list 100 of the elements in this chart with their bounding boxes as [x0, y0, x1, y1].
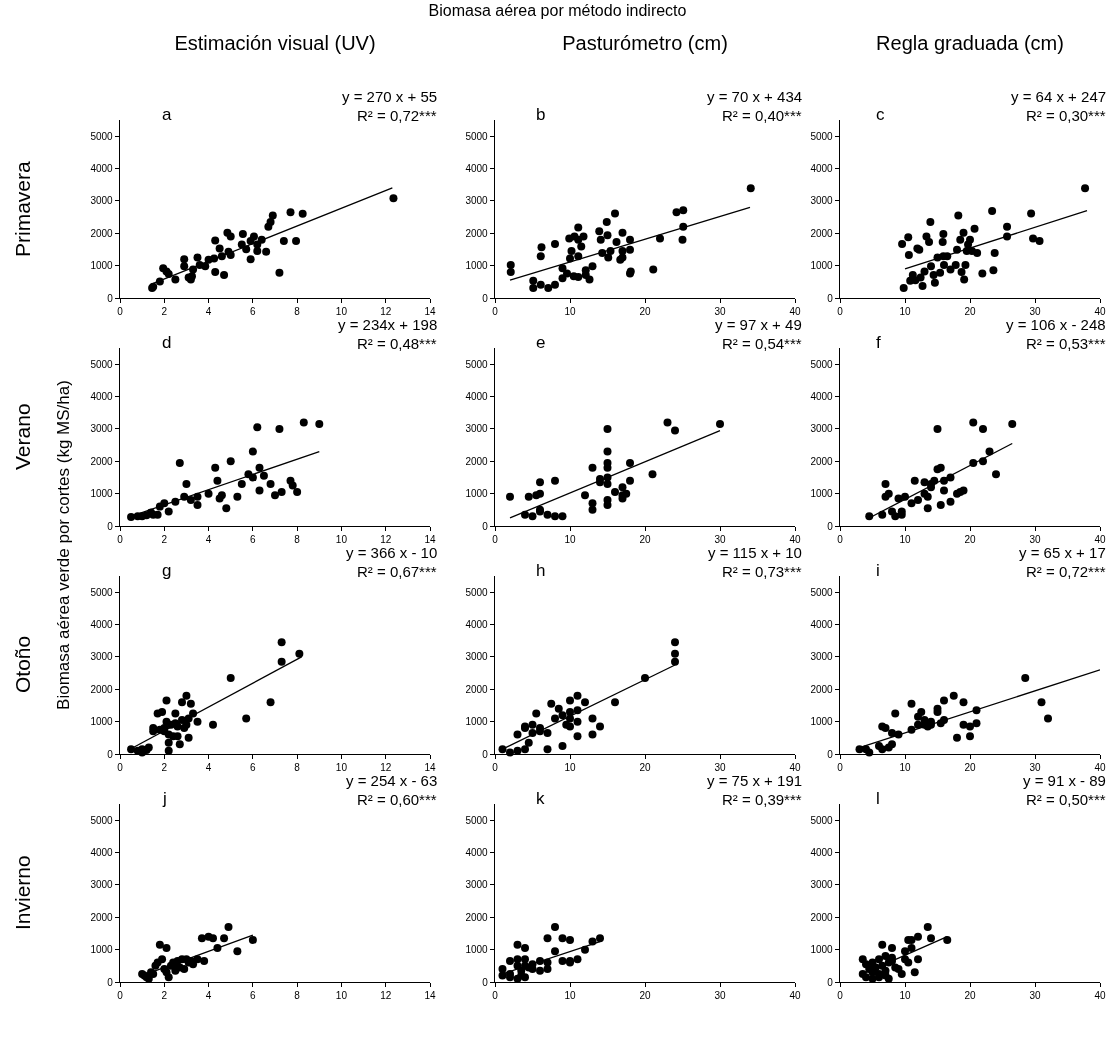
- x-tick-label: 8: [294, 990, 301, 1002]
- y-tick-label: 1000: [810, 716, 834, 728]
- y-axis-title: Invierno: [11, 855, 34, 930]
- y-tick-label: 4000: [465, 847, 489, 859]
- x-tick-label: 40: [789, 306, 801, 318]
- y-tick-label: 0: [107, 976, 114, 988]
- annotation: d: [162, 333, 172, 352]
- text: y = 91 x - 89: [1023, 772, 1106, 789]
- y-tick-label: 1000: [465, 488, 489, 500]
- annotation: R² = 0,50***: [1026, 791, 1106, 808]
- x-tick-label: 2: [161, 762, 168, 774]
- y-tick-label: 5000: [465, 130, 489, 142]
- y-tick-label: 2000: [810, 683, 834, 695]
- x-tick-label: 4: [205, 762, 212, 774]
- x-tick-label: 12: [380, 306, 392, 318]
- x-tick-label: 2: [161, 990, 168, 1002]
- y-tick-label: 0: [107, 292, 114, 304]
- y-tick-label: 0: [482, 292, 489, 304]
- x-tick-label: 40: [1094, 306, 1106, 318]
- annotation: R² = 0,72***: [357, 107, 437, 124]
- y-tick-label: 5000: [90, 586, 114, 598]
- annotation: R² = 0,67***: [357, 563, 437, 580]
- x-tick-label: 8: [294, 534, 301, 546]
- y-tick-label: 3000: [90, 195, 114, 207]
- x-tick-label: 20: [639, 762, 651, 774]
- y-tick-label: 5000: [810, 358, 834, 370]
- y-tick-label: 4000: [90, 619, 114, 631]
- x-tick-label: 10: [335, 990, 348, 1002]
- text: y = 106 x - 248: [1006, 316, 1106, 333]
- x-tick-label: 10: [335, 306, 348, 318]
- y-tick-label: 0: [827, 520, 834, 532]
- x-tick-label: 14: [424, 306, 436, 318]
- y-tick-label: 1000: [90, 716, 114, 728]
- annotation: R² = 0,54***: [722, 335, 802, 352]
- x-tick-label: 30: [714, 990, 726, 1002]
- x-tick-label: 10: [899, 762, 911, 774]
- y-tick-label: 3000: [90, 423, 114, 435]
- x-tick-label: 0: [117, 762, 124, 774]
- x-tick-label: 10: [564, 990, 576, 1002]
- y-tick-label: 0: [827, 292, 834, 304]
- x-tick-label: 8: [294, 762, 301, 774]
- y-tick-label: 4000: [465, 619, 489, 631]
- x-tick-label: 40: [789, 762, 801, 774]
- x-tick-label: 6: [250, 534, 257, 546]
- y-tick-label: 5000: [810, 814, 834, 826]
- x-tick-label: 40: [789, 990, 801, 1002]
- x-tick-label: 0: [837, 762, 844, 774]
- annotation: a: [162, 105, 172, 124]
- x-tick-label: 40: [1094, 762, 1106, 774]
- x-tick-label: 30: [714, 534, 726, 546]
- annotation: b: [536, 105, 546, 124]
- y-tick-label: 5000: [90, 814, 114, 826]
- y-tick-label: 5000: [90, 358, 114, 370]
- x-tick-label: 0: [837, 534, 844, 546]
- y-tick-label: 3000: [810, 651, 834, 663]
- text: y = 75 x + 191: [707, 772, 803, 789]
- y-tick-label: 3000: [465, 423, 489, 435]
- chart-title: Estimación visual (UV): [174, 32, 376, 54]
- x-tick-label: 30: [1029, 534, 1041, 546]
- annotation: R² = 0,60***: [357, 791, 437, 808]
- x-tick-label: 0: [492, 990, 499, 1002]
- text: y = 254 x - 63: [346, 772, 438, 789]
- text: y = 64 x + 247: [1011, 88, 1107, 105]
- y-tick-label: 4000: [810, 847, 834, 859]
- x-tick-label: 6: [250, 990, 257, 1002]
- x-tick-label: 4: [205, 306, 212, 318]
- y-tick-label: 5000: [465, 586, 489, 598]
- x-tick-label: 20: [639, 990, 651, 1002]
- text: Biomasa aérea verde por cortes (kg MS/ha): [54, 380, 74, 710]
- annotation: R² = 0,48***: [357, 335, 437, 352]
- x-tick-label: 12: [380, 534, 392, 546]
- y-tick-label: 0: [482, 976, 489, 988]
- annotation: g: [162, 561, 172, 580]
- y-tick-label: 2000: [810, 227, 834, 239]
- x-tick-label: 20: [964, 306, 976, 318]
- annotation: R² = 0,53***: [1026, 335, 1106, 352]
- x-tick-label: 10: [564, 306, 576, 318]
- chart-title: Regla graduada (cm): [876, 32, 1064, 54]
- y-tick-label: 1000: [810, 488, 834, 500]
- y-tick-label: 4000: [465, 163, 489, 175]
- annotation: j: [162, 789, 167, 808]
- annotation: R² = 0,73***: [722, 563, 802, 580]
- x-tick-label: 10: [335, 762, 348, 774]
- x-tick-label: 20: [964, 990, 976, 1002]
- x-tick-label: 10: [899, 990, 911, 1002]
- y-tick-label: 5000: [810, 130, 834, 142]
- y-tick-label: 2000: [465, 455, 489, 467]
- x-tick-label: 14: [424, 762, 436, 774]
- text: y = 366 x - 10: [346, 544, 438, 561]
- y-tick-label: 1000: [810, 944, 834, 956]
- y-axis-title: Otoño: [11, 635, 34, 693]
- y-tick-label: 4000: [465, 391, 489, 403]
- y-tick-label: 3000: [90, 651, 114, 663]
- text: y = 65 x + 17: [1019, 544, 1106, 561]
- annotation: R² = 0,40***: [722, 107, 802, 124]
- x-tick-label: 10: [899, 534, 911, 546]
- y-tick-label: 3000: [90, 879, 114, 891]
- chart-title: Pasturómetro (cm): [562, 32, 728, 54]
- annotation: k: [536, 789, 545, 808]
- x-tick-label: 30: [714, 306, 726, 318]
